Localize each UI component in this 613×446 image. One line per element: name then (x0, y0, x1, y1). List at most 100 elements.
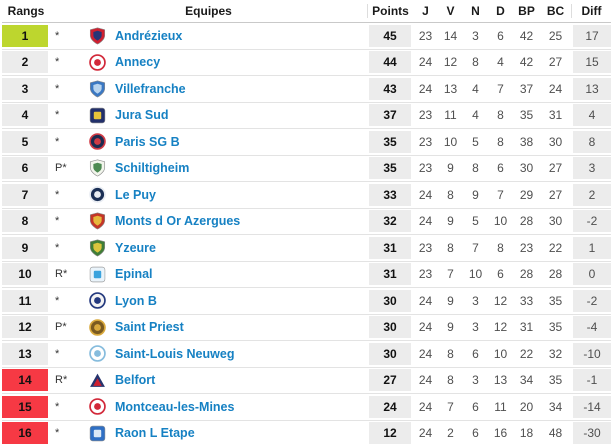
points-column: 35 (367, 156, 413, 182)
draws-cell: 3 (472, 320, 479, 335)
losses-cell: 6 (497, 28, 504, 43)
team-link[interactable]: Yzeure (115, 240, 156, 255)
team-link[interactable]: Le Puy (115, 187, 156, 202)
team-crest-icon (88, 318, 106, 336)
table-header-row: Rangs Equipes Points J V N D BP BC Diff (2, 0, 611, 23)
goals-against-cell: 30 (548, 214, 563, 229)
team-link[interactable]: Paris SG B (115, 134, 180, 149)
table-row: 8 * Monts d Or Azergues 32 24 9 5 10 28 … (2, 208, 611, 235)
team-link[interactable]: Jura Sud (115, 108, 169, 123)
points-cell: 27 (369, 369, 411, 392)
team-crest-cell (80, 235, 114, 261)
goal-diff-cell: 17 (573, 24, 611, 47)
header-team: Equipes (185, 4, 232, 18)
team-crest-cell (80, 156, 114, 182)
team-name-cell: Schiltigheim (114, 156, 367, 182)
table-row: 12 P* Saint Priest 30 24 9 3 12 31 35 -4 (2, 314, 611, 341)
rank-cell: 12 (2, 316, 48, 339)
rank-column: 4 (2, 103, 50, 129)
rank-cell: 4 (2, 104, 48, 127)
goals-for-cell: 29 (519, 187, 534, 202)
team-crest-icon (88, 398, 106, 416)
team-name-cell: Annecy (114, 50, 367, 76)
team-link[interactable]: Monts d Or Azergues (115, 214, 241, 229)
wins-cell: 8 (447, 373, 454, 388)
team-name-cell: Villefranche (114, 76, 367, 102)
goal-diff-column: 4 (571, 103, 611, 129)
goal-diff-cell: 1 (573, 236, 611, 259)
team-link[interactable]: Saint-Louis Neuweg (115, 346, 235, 361)
rank-column: 16 (2, 421, 50, 446)
header-points: Points (367, 4, 413, 18)
goal-diff-cell: -30 (573, 422, 611, 445)
table-row: 6 P* Schiltigheim 35 23 9 8 6 30 27 3 (2, 155, 611, 182)
draws-cell: 8 (472, 55, 479, 70)
team-link[interactable]: Raon L Etape (115, 426, 195, 441)
table-row: 1 * Andrézieux 45 23 14 3 6 42 25 17 (2, 23, 611, 50)
rank-cell: 9 (2, 236, 48, 259)
team-link[interactable]: Belfort (115, 373, 156, 388)
goal-diff-column: 8 (571, 129, 611, 155)
team-link[interactable]: Montceau-les-Mines (115, 399, 235, 414)
rank-column: 12 (2, 315, 50, 341)
team-crest-cell (80, 341, 114, 367)
points-column: 32 (367, 209, 413, 235)
played-cell: 23 (418, 134, 433, 149)
team-name-cell: Andrézieux (114, 23, 367, 49)
wins-cell: 13 (443, 81, 458, 96)
table-row: 9 * Yzeure 31 23 8 7 8 23 22 1 (2, 235, 611, 262)
points-cell: 33 (369, 183, 411, 206)
team-name-cell: Saint Priest (114, 315, 367, 341)
points-cell: 44 (369, 51, 411, 74)
header-goal-diff: Diff (571, 4, 611, 18)
team-crest-icon (88, 53, 106, 71)
goals-against-cell: 35 (548, 320, 563, 335)
goals-against-cell: 25 (548, 28, 563, 43)
wins-cell: 11 (444, 108, 457, 123)
points-cell: 30 (369, 316, 411, 339)
goals-against-cell: 22 (548, 240, 563, 255)
team-link[interactable]: Annecy (115, 55, 161, 70)
rank-column: 14 (2, 368, 50, 394)
team-crest-icon (89, 239, 106, 257)
points-column: 37 (367, 103, 413, 129)
team-link[interactable]: Villefranche (115, 81, 186, 96)
played-cell: 23 (418, 267, 433, 282)
goals-for-cell: 20 (519, 399, 534, 414)
draws-cell: 8 (472, 161, 479, 176)
rank-column: 13 (2, 341, 50, 367)
played-cell: 23 (418, 240, 433, 255)
points-column: 31 (367, 235, 413, 261)
team-link[interactable]: Lyon B (115, 293, 157, 308)
points-cell: 30 (369, 289, 411, 312)
team-name-cell: Montceau-les-Mines (114, 394, 367, 420)
team-name-cell: Jura Sud (114, 103, 367, 129)
wins-cell: 7 (447, 399, 454, 414)
points-column: 43 (367, 76, 413, 102)
status-marker: R* (55, 374, 68, 387)
team-link[interactable]: Schiltigheim (115, 161, 190, 176)
played-cell: 24 (418, 320, 433, 335)
team-link[interactable]: Saint Priest (115, 320, 184, 335)
goal-diff-column: 1 (571, 235, 611, 261)
draws-cell: 5 (472, 134, 479, 149)
rank-cell: 3 (2, 77, 48, 100)
team-crest-icon (89, 266, 106, 283)
points-cell: 35 (369, 130, 411, 153)
points-column: 30 (367, 288, 413, 314)
team-link[interactable]: Andrézieux (115, 28, 183, 43)
goal-diff-column: -10 (571, 341, 611, 367)
goal-diff-column: -1 (571, 368, 611, 394)
status-marker: P* (55, 321, 67, 334)
goal-diff-column: -14 (571, 394, 611, 420)
status-marker: * (55, 135, 60, 148)
points-column: 31 (367, 262, 413, 288)
header-draws: N (471, 4, 480, 18)
losses-cell: 13 (493, 373, 508, 388)
team-crest-cell (80, 182, 114, 208)
status-marker: * (55, 188, 60, 201)
status-marker: R* (55, 268, 68, 281)
team-link[interactable]: Epinal (115, 267, 153, 282)
wins-cell: 7 (447, 267, 454, 282)
draws-cell: 3 (472, 28, 479, 43)
